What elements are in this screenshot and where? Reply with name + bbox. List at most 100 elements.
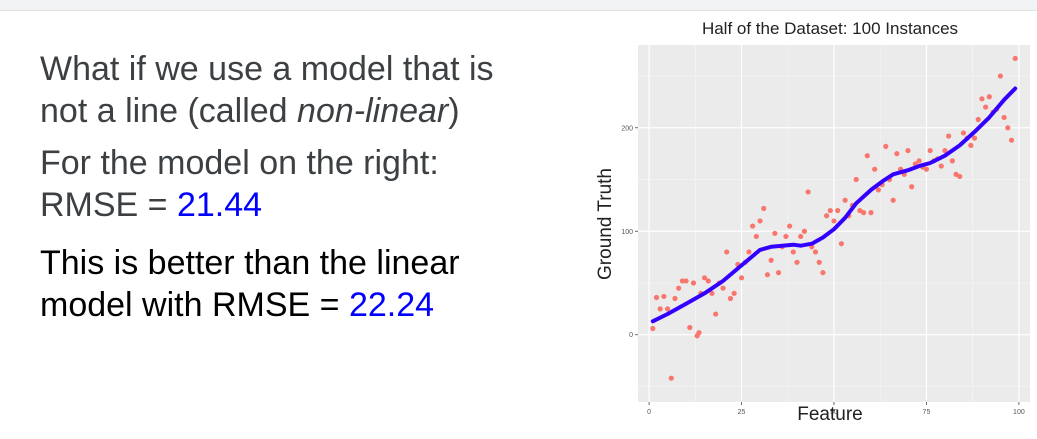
y-tick-label: 0 xyxy=(629,332,633,339)
data-point xyxy=(864,153,870,159)
data-point xyxy=(772,230,778,236)
data-point xyxy=(894,151,900,157)
x-tick-label: 0 xyxy=(647,409,651,416)
data-point xyxy=(787,223,793,229)
fitted-curve xyxy=(650,86,1018,324)
text-line-2: not a line (called non-linear) xyxy=(40,90,580,132)
y-tick-label: 100 xyxy=(621,229,633,236)
data-point xyxy=(872,166,878,172)
data-point xyxy=(949,158,955,164)
linear-rmse-label: model with RMSE = xyxy=(40,286,349,324)
data-point xyxy=(805,189,811,195)
data-point xyxy=(794,259,800,265)
data-point xyxy=(768,257,774,263)
data-point xyxy=(971,135,978,141)
x-tick-label: 100 xyxy=(1013,409,1025,416)
data-point xyxy=(875,187,881,193)
data-point xyxy=(650,325,656,332)
x-axis-ticks: 0 25 50 75 100 xyxy=(647,402,1025,416)
data-point xyxy=(713,311,719,317)
data-point xyxy=(738,275,745,281)
linear-rmse-line: model with RMSE = 22.24 xyxy=(40,284,580,326)
chart-title: Half of the Dataset: 100 Instances xyxy=(702,19,958,38)
linear-rmse-value: 22.24 xyxy=(348,286,435,324)
data-point xyxy=(968,142,974,148)
data-point xyxy=(812,249,819,255)
data-point xyxy=(853,176,859,183)
data-point xyxy=(731,290,737,296)
data-point xyxy=(946,133,952,139)
data-point xyxy=(783,233,789,240)
data-point xyxy=(701,275,708,281)
data-point xyxy=(957,173,963,180)
data-point xyxy=(764,272,771,278)
data-point xyxy=(690,280,697,286)
text-line-5: This is better than the linear xyxy=(40,244,460,282)
data-point xyxy=(923,166,930,172)
data-point xyxy=(724,249,730,255)
top-bar xyxy=(0,0,1037,11)
data-point xyxy=(916,158,922,164)
data-point xyxy=(746,249,752,255)
rmse-value: 21.44 xyxy=(176,186,263,224)
text-line-1: What if we use a model that is xyxy=(40,50,494,88)
rmse-line: RMSE = 21.44 xyxy=(40,184,580,226)
data-point xyxy=(1001,114,1007,121)
data-point xyxy=(824,213,830,219)
data-point xyxy=(838,241,844,247)
data-point xyxy=(909,184,915,190)
data-point xyxy=(883,143,889,150)
data-point xyxy=(750,223,756,229)
x-axis-label: Feature xyxy=(797,404,862,425)
data-point xyxy=(790,249,796,255)
data-point xyxy=(761,205,767,212)
data-point xyxy=(705,278,711,284)
rmse-label: RMSE = xyxy=(40,186,177,224)
data-point xyxy=(668,375,674,381)
data-point xyxy=(938,163,944,169)
text-line-2-prefix: not a line (called xyxy=(40,92,298,130)
data-point xyxy=(676,285,682,291)
data-point xyxy=(835,207,841,214)
x-tick-label: 50 xyxy=(830,409,838,416)
text-line-2-suffix: ) xyxy=(448,92,460,130)
data-point xyxy=(696,330,702,336)
chart-container: Half of the Dataset: 100 Instances 0 25 50… xyxy=(595,12,1031,434)
data-point xyxy=(868,210,874,216)
data-point xyxy=(661,293,667,300)
data-point xyxy=(753,233,759,240)
data-point xyxy=(986,94,992,100)
data-point xyxy=(997,73,1004,79)
data-point xyxy=(927,147,933,154)
data-point xyxy=(720,285,726,291)
data-point xyxy=(679,278,685,284)
data-point xyxy=(831,218,837,224)
scatter-chart: Half of the Dataset: 100 Instances 0 25 50… xyxy=(595,19,1030,425)
non-linear-emphasis: non-linear xyxy=(297,92,449,130)
data-point xyxy=(979,96,985,102)
data-point xyxy=(816,259,822,265)
data-point xyxy=(709,290,715,296)
data-point xyxy=(798,233,804,240)
data-point xyxy=(687,324,693,331)
data-point xyxy=(905,147,911,154)
data-point xyxy=(775,270,782,276)
data-point xyxy=(827,207,833,214)
x-tick-label: 25 xyxy=(738,409,746,416)
y-tick-label: 200 xyxy=(621,125,633,132)
data-point xyxy=(975,116,981,123)
data-point xyxy=(1008,137,1015,143)
data-point xyxy=(683,278,689,284)
data-point xyxy=(672,295,678,302)
data-point xyxy=(801,228,808,234)
data-point xyxy=(942,147,948,154)
text-line-3: For the model on the right: xyxy=(40,144,439,182)
y-axis-ticks: 0 100 200 xyxy=(621,125,638,339)
x-tick-label: 75 xyxy=(923,409,931,416)
data-point xyxy=(842,197,848,203)
data-point xyxy=(664,306,671,312)
data-point xyxy=(860,210,867,216)
data-point xyxy=(960,130,967,136)
data-point xyxy=(820,270,826,276)
data-point xyxy=(757,218,763,224)
